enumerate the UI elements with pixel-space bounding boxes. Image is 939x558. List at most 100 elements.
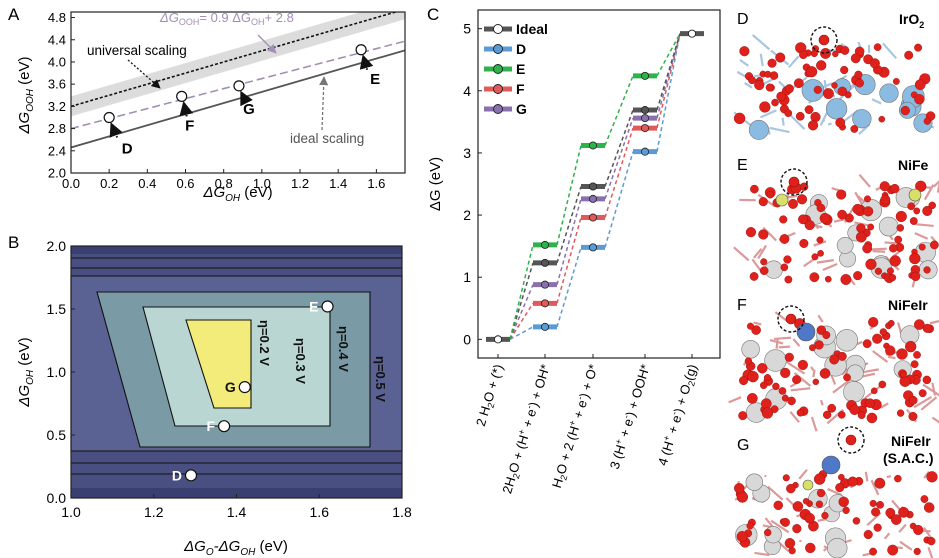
panel-a-xlabel: ΔGOH (eV) [202, 184, 272, 204]
oxygen-atom [792, 375, 801, 385]
oxygen-atom [856, 223, 866, 233]
structure-panels: D IrO2 E NiFe F NiFeIr G NiFeIr (S.A.C.) [728, 11, 939, 558]
oxygen-atom [829, 354, 840, 365]
oxygen-atom [920, 495, 929, 503]
oxygen-atom [918, 243, 926, 251]
x-tick-label: 1.8 [392, 504, 412, 520]
oxygen-atom [757, 363, 768, 374]
oxygen-atom [748, 76, 756, 85]
y-tick-label: 5 [463, 21, 471, 37]
dopant-atom [908, 188, 922, 202]
bond [763, 474, 767, 478]
energy-marker [641, 106, 650, 115]
oxygen-atom [779, 234, 790, 244]
bond [879, 402, 889, 409]
point-label-F: F [207, 418, 216, 434]
point-label-D: D [122, 140, 133, 157]
oxygen-atom [894, 235, 903, 244]
bond [915, 223, 934, 228]
oxygen-atom [780, 517, 790, 527]
metal-atom [878, 216, 899, 237]
structure-nifeir [728, 305, 939, 432]
structure-title-iro2: IrO2 [899, 11, 924, 30]
legend-label-F: F [516, 81, 525, 97]
y-tick-label: 2.8 [48, 121, 66, 136]
oxygen-atom [812, 378, 820, 386]
dopant-atom [775, 193, 789, 207]
bond [872, 250, 886, 253]
bond [922, 383, 939, 397]
oxygen-atom [868, 317, 879, 328]
energy-marker [589, 243, 598, 252]
y-tick-label: 4 [463, 83, 471, 99]
bond [760, 109, 777, 119]
bond [883, 532, 891, 540]
oxygen-atom [890, 183, 900, 194]
bond [832, 378, 852, 394]
structure-title-nifeir: NiFeIr [888, 297, 928, 313]
oxygen-atom [871, 507, 881, 517]
oxygen-atom [847, 476, 858, 487]
oxygen-atom [837, 209, 847, 220]
energy-marker [687, 29, 697, 38]
oxygen-atom [874, 267, 882, 275]
panel-a-ylabel: ΔGOOH (eV) [16, 56, 36, 134]
oxygen-atom [796, 409, 805, 417]
bond [931, 416, 939, 424]
oxygen-atom [913, 319, 925, 330]
bond [767, 485, 784, 501]
bond [898, 523, 907, 533]
metal-atom [879, 83, 899, 103]
oxygen-atom [816, 203, 826, 213]
data-point-G [238, 381, 251, 394]
oxygen-atom [822, 88, 834, 100]
y-tick-label: 1 [463, 269, 471, 285]
x-tick-label: 1.6 [310, 504, 330, 520]
data-point-D [184, 469, 198, 482]
data-point-E [355, 44, 367, 56]
x-tick-label: 1.2 [144, 504, 164, 520]
energy-marker [541, 280, 550, 289]
oxygen-atom [799, 50, 808, 59]
oxygen-atom [811, 253, 819, 261]
y-tick-label: 3.6 [48, 77, 66, 92]
oxygen-atom [766, 191, 775, 199]
oxygen-atom [894, 474, 902, 483]
oxygen-atom [923, 117, 931, 125]
oxygen-atom [806, 66, 818, 78]
oxygen-atom [843, 373, 851, 382]
oxygen-atom [869, 58, 880, 69]
structure-nifeir-sac [734, 426, 939, 558]
oxygen-atom [869, 499, 877, 507]
x-tick-label: 0.0 [62, 176, 80, 191]
bond [886, 475, 892, 479]
universal-scaling-band [71, 12, 405, 117]
legend-marker-F [493, 84, 503, 94]
bond [733, 246, 750, 262]
oxygen-atom [814, 340, 824, 350]
panel-a-frame [70, 11, 406, 174]
oxygen-atom [898, 506, 909, 518]
oxygen-atom [782, 474, 790, 482]
oxygen-atom [907, 202, 916, 211]
energy-marker [641, 147, 650, 156]
point-label-G: G [243, 101, 255, 118]
structure-title-nife: NiFe [898, 157, 929, 173]
legend-marker-G [493, 104, 503, 114]
bond [775, 338, 779, 349]
oxygen-atom [913, 207, 921, 215]
oxygen-atom [767, 58, 777, 68]
panel-label-f: F [737, 297, 747, 314]
legend-label-D: D [516, 41, 526, 57]
structure-nife [733, 168, 939, 288]
oxygen-atom [761, 407, 774, 419]
oxygen-atom [837, 351, 847, 361]
adsorbate-oxygen [845, 434, 857, 446]
scaling-line-0 [71, 12, 399, 108]
x-tick-label: 1.0 [253, 176, 271, 191]
oxygen-atom [813, 85, 822, 94]
active-site-circle [780, 168, 808, 196]
oxygen-atom [804, 220, 815, 231]
oxygen-atom [775, 52, 786, 63]
bond [882, 42, 898, 60]
